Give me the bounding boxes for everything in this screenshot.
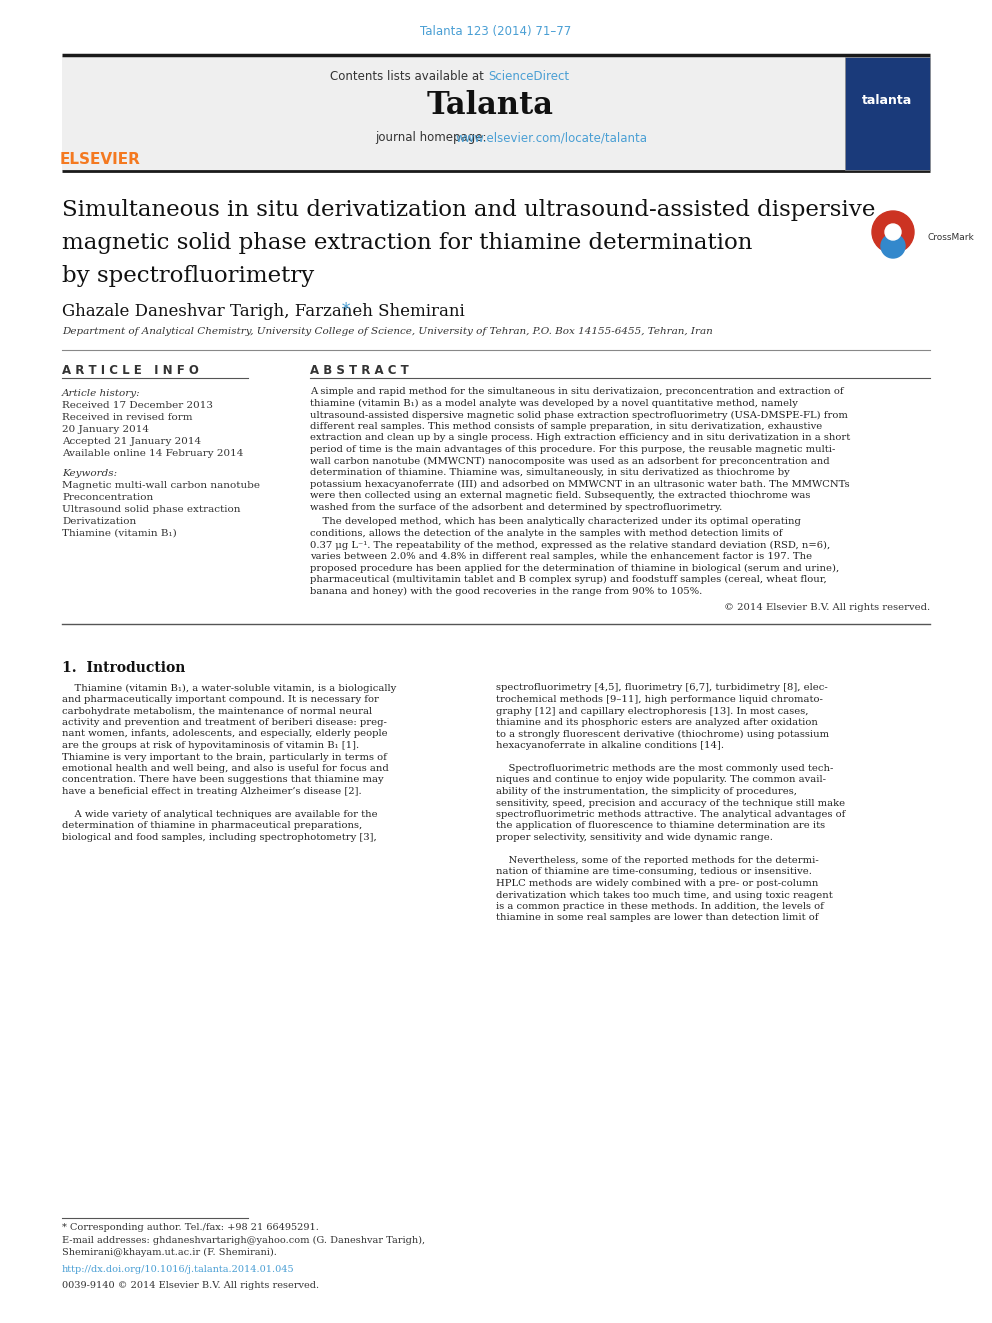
- Text: Article history:: Article history:: [62, 389, 141, 397]
- Text: journal homepage:: journal homepage:: [375, 131, 490, 144]
- Text: 0.37 μg L⁻¹. The repeatability of the method, expressed as the relative standard: 0.37 μg L⁻¹. The repeatability of the me…: [310, 540, 830, 549]
- Text: biological and food samples, including spectrophotometry [3],: biological and food samples, including s…: [62, 833, 377, 841]
- Text: trochemical methods [9–11], high performance liquid chromato-: trochemical methods [9–11], high perform…: [496, 695, 823, 704]
- Text: nant women, infants, adolescents, and especially, elderly people: nant women, infants, adolescents, and es…: [62, 729, 388, 738]
- Text: potassium hexacyanoferrate (III) and adsorbed on MMWCNT in an ultrasonic water b: potassium hexacyanoferrate (III) and ads…: [310, 479, 849, 488]
- Text: ultrasound-assisted dispersive magnetic solid phase extraction spectrofluorimetr: ultrasound-assisted dispersive magnetic …: [310, 410, 848, 419]
- Text: are the groups at risk of hypovitaminosis of vitamin B₁ [1].: are the groups at risk of hypovitaminosi…: [62, 741, 359, 750]
- Text: Thiamine (vitamin B₁): Thiamine (vitamin B₁): [62, 528, 177, 537]
- Text: activity and prevention and treatment of beriberi disease: preg-: activity and prevention and treatment of…: [62, 718, 387, 728]
- FancyBboxPatch shape: [845, 57, 930, 169]
- Text: Ultrasound solid phase extraction: Ultrasound solid phase extraction: [62, 504, 240, 513]
- Text: E-mail addresses: ghdaneshvartarigh@yahoo.com (G. Daneshvar Tarigh),: E-mail addresses: ghdaneshvartarigh@yaho…: [62, 1236, 426, 1245]
- Circle shape: [872, 210, 914, 253]
- Text: conditions, allows the detection of the analyte in the samples with method detec: conditions, allows the detection of the …: [310, 529, 783, 538]
- Text: by spectrofluorimetry: by spectrofluorimetry: [62, 265, 314, 287]
- Text: carbohydrate metabolism, the maintenance of normal neural: carbohydrate metabolism, the maintenance…: [62, 706, 372, 716]
- Text: Received in revised form: Received in revised form: [62, 414, 192, 422]
- Text: is a common practice in these methods. In addition, the levels of: is a common practice in these methods. I…: [496, 902, 824, 912]
- Text: pharmaceutical (multivitamin tablet and B complex syrup) and foodstuff samples (: pharmaceutical (multivitamin tablet and …: [310, 576, 826, 583]
- Text: banana and honey) with the good recoveries in the range from 90% to 105%.: banana and honey) with the good recoveri…: [310, 586, 702, 595]
- Text: Talanta: Talanta: [427, 90, 554, 120]
- Text: sensitivity, speed, precision and accuracy of the technique still make: sensitivity, speed, precision and accura…: [496, 799, 845, 807]
- Text: concentration. There have been suggestions that thiamine may: concentration. There have been suggestio…: [62, 775, 384, 785]
- Text: A B S T R A C T: A B S T R A C T: [310, 364, 409, 377]
- Text: * Corresponding author. Tel./fax: +98 21 66495291.: * Corresponding author. Tel./fax: +98 21…: [62, 1224, 318, 1233]
- Text: 0039-9140 © 2014 Elsevier B.V. All rights reserved.: 0039-9140 © 2014 Elsevier B.V. All right…: [62, 1281, 319, 1290]
- Text: emotional health and well being, and also is useful for focus and: emotional health and well being, and als…: [62, 763, 389, 773]
- Text: Available online 14 February 2014: Available online 14 February 2014: [62, 450, 243, 459]
- Text: Received 17 December 2013: Received 17 December 2013: [62, 401, 213, 410]
- Text: A wide variety of analytical techniques are available for the: A wide variety of analytical techniques …: [62, 810, 378, 819]
- Text: Contents lists available at: Contents lists available at: [330, 70, 488, 82]
- Text: thiamine (vitamin B₁) as a model analyte was developed by a novel quantitative m: thiamine (vitamin B₁) as a model analyte…: [310, 400, 798, 407]
- Text: A simple and rapid method for the simultaneous in situ derivatizaion, preconcent: A simple and rapid method for the simult…: [310, 388, 843, 397]
- Text: Magnetic multi-wall carbon nanotube: Magnetic multi-wall carbon nanotube: [62, 480, 260, 490]
- Text: have a beneficial effect in treating Alzheimer’s disease [2].: have a beneficial effect in treating Alz…: [62, 787, 362, 796]
- Text: spectrofluorimetry [4,5], fluorimetry [6,7], turbidimetry [8], elec-: spectrofluorimetry [4,5], fluorimetry [6…: [496, 684, 827, 692]
- Text: different real samples. This method consists of sample preparation, in situ deri: different real samples. This method cons…: [310, 422, 822, 431]
- Text: Shemirani@khayam.ut.ac.ir (F. Shemirani).: Shemirani@khayam.ut.ac.ir (F. Shemirani)…: [62, 1248, 277, 1257]
- Circle shape: [885, 224, 901, 239]
- Text: *: *: [342, 303, 350, 319]
- Text: Ghazale Daneshvar Tarigh, Farzaneh Shemirani: Ghazale Daneshvar Tarigh, Farzaneh Shemi…: [62, 303, 464, 319]
- Text: Nevertheless, some of the reported methods for the determi-: Nevertheless, some of the reported metho…: [496, 856, 818, 865]
- Text: ScienceDirect: ScienceDirect: [488, 70, 569, 82]
- Text: determination of thiamine. Thiamine was, simultaneously, in situ derivatized as : determination of thiamine. Thiamine was,…: [310, 468, 790, 478]
- Text: to a strongly fluorescent derivative (thiochrome) using potassium: to a strongly fluorescent derivative (th…: [496, 729, 829, 738]
- Text: Thiamine (vitamin B₁), a water-soluble vitamin, is a biologically: Thiamine (vitamin B₁), a water-soluble v…: [62, 684, 396, 692]
- Text: CrossMark: CrossMark: [927, 233, 974, 242]
- Text: nation of thiamine are time-consuming, tedious or insensitive.: nation of thiamine are time-consuming, t…: [496, 868, 811, 877]
- Text: period of time is the main advantages of this procedure. For this purpose, the r: period of time is the main advantages of…: [310, 445, 835, 454]
- Text: Department of Analytical Chemistry, University College of Science, University of: Department of Analytical Chemistry, Univ…: [62, 328, 712, 336]
- Text: proposed procedure has been applied for the determination of thiamine in biologi: proposed procedure has been applied for …: [310, 564, 839, 573]
- Text: http://dx.doi.org/10.1016/j.talanta.2014.01.045: http://dx.doi.org/10.1016/j.talanta.2014…: [62, 1266, 295, 1274]
- Text: A R T I C L E   I N F O: A R T I C L E I N F O: [62, 364, 198, 377]
- Text: HPLC methods are widely combined with a pre- or post-column: HPLC methods are widely combined with a …: [496, 878, 818, 888]
- Text: graphy [12] and capillary electrophoresis [13]. In most cases,: graphy [12] and capillary electrophoresi…: [496, 706, 808, 716]
- Text: the application of fluorescence to thiamine determination are its: the application of fluorescence to thiam…: [496, 822, 825, 831]
- Text: talanta: talanta: [862, 94, 912, 106]
- Text: Preconcentration: Preconcentration: [62, 492, 153, 501]
- Text: derivatization which takes too much time, and using toxic reagent: derivatization which takes too much time…: [496, 890, 832, 900]
- Text: Derivatization: Derivatization: [62, 516, 136, 525]
- Text: 20 January 2014: 20 January 2014: [62, 426, 149, 434]
- Circle shape: [881, 234, 905, 258]
- Text: Keywords:: Keywords:: [62, 468, 117, 478]
- Text: niques and continue to enjoy wide popularity. The common avail-: niques and continue to enjoy wide popula…: [496, 775, 826, 785]
- Text: thiamine in some real samples are lower than detection limit of: thiamine in some real samples are lower …: [496, 913, 818, 922]
- Text: proper selectivity, sensitivity and wide dynamic range.: proper selectivity, sensitivity and wide…: [496, 833, 773, 841]
- Text: thiamine and its phosphoric esters are analyzed after oxidation: thiamine and its phosphoric esters are a…: [496, 718, 817, 728]
- Text: ELSEVIER: ELSEVIER: [60, 152, 141, 168]
- Text: extraction and clean up by a single process. High extraction efficiency and in s: extraction and clean up by a single proc…: [310, 434, 850, 442]
- Text: © 2014 Elsevier B.V. All rights reserved.: © 2014 Elsevier B.V. All rights reserved…: [724, 602, 930, 611]
- Text: and pharmaceutically important compound. It is necessary for: and pharmaceutically important compound.…: [62, 695, 379, 704]
- Text: varies between 2.0% and 4.8% in different real samples, while the enhancement fa: varies between 2.0% and 4.8% in differen…: [310, 552, 812, 561]
- Text: Accepted 21 January 2014: Accepted 21 January 2014: [62, 438, 201, 446]
- Text: ability of the instrumentation, the simplicity of procedures,: ability of the instrumentation, the simp…: [496, 787, 797, 796]
- Text: The developed method, which has been analytically characterized under its optima: The developed method, which has been ana…: [310, 517, 801, 527]
- Text: Simultaneous in situ derivatization and ultrasound-assisted dispersive: Simultaneous in situ derivatization and …: [62, 198, 875, 221]
- Text: hexacyanoferrate in alkaline conditions [14].: hexacyanoferrate in alkaline conditions …: [496, 741, 724, 750]
- Text: wall carbon nanotube (MMWCNT) nanocomposite was used as an adsorbent for preconc: wall carbon nanotube (MMWCNT) nanocompos…: [310, 456, 829, 466]
- Text: www.elsevier.com/locate/talanta: www.elsevier.com/locate/talanta: [455, 131, 647, 144]
- Text: magnetic solid phase extraction for thiamine determination: magnetic solid phase extraction for thia…: [62, 232, 752, 254]
- Text: spectrofluorimetric methods attractive. The analytical advantages of: spectrofluorimetric methods attractive. …: [496, 810, 845, 819]
- FancyBboxPatch shape: [62, 56, 930, 171]
- Text: Talanta 123 (2014) 71–77: Talanta 123 (2014) 71–77: [421, 25, 571, 38]
- Text: determination of thiamine in pharmaceutical preparations,: determination of thiamine in pharmaceuti…: [62, 822, 362, 831]
- Text: Spectrofluorimetric methods are the most commonly used tech-: Spectrofluorimetric methods are the most…: [496, 763, 833, 773]
- Text: washed from the surface of the adsorbent and determined by spectrofluorimetry.: washed from the surface of the adsorbent…: [310, 503, 722, 512]
- Text: 1.  Introduction: 1. Introduction: [62, 662, 186, 675]
- Text: Thiamine is very important to the brain, particularly in terms of: Thiamine is very important to the brain,…: [62, 753, 387, 762]
- Text: were then collected using an external magnetic field. Subsequently, the extracte: were then collected using an external ma…: [310, 491, 810, 500]
